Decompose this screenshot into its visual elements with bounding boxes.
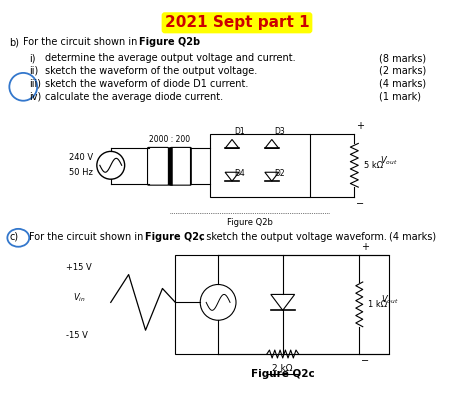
Text: ii): ii) (29, 66, 38, 76)
Text: iv): iv) (29, 92, 41, 102)
Polygon shape (265, 139, 279, 148)
Text: 50 Hz: 50 Hz (69, 168, 93, 177)
Text: $V_{out}$: $V_{out}$ (380, 154, 398, 166)
Text: determine the average output voltage and current.: determine the average output voltage and… (45, 53, 296, 63)
Text: 2 kΩ: 2 kΩ (273, 364, 293, 373)
Text: Figure Q2b: Figure Q2b (227, 218, 273, 227)
Text: 5 kΩ: 5 kΩ (364, 161, 383, 170)
Bar (210, 133, 310, 197)
Text: $V_{in}$: $V_{in}$ (73, 291, 86, 304)
Text: sketch the waveform of the output voltage.: sketch the waveform of the output voltag… (45, 66, 257, 76)
Text: For the circuit shown in: For the circuit shown in (29, 232, 147, 242)
Text: (4 marks): (4 marks) (379, 79, 426, 89)
Text: D3: D3 (274, 128, 284, 136)
Text: (8 marks): (8 marks) (379, 53, 426, 63)
Text: D4: D4 (234, 169, 245, 178)
Text: 2000 : 200: 2000 : 200 (149, 136, 190, 144)
Text: calculate the average diode current.: calculate the average diode current. (45, 92, 223, 102)
Polygon shape (265, 172, 279, 181)
Text: (1 mark): (1 mark) (379, 92, 421, 102)
Polygon shape (225, 139, 239, 148)
Polygon shape (225, 172, 239, 181)
FancyBboxPatch shape (170, 148, 191, 185)
Text: -15 V: -15 V (66, 331, 88, 340)
Text: For the circuit shown in: For the circuit shown in (23, 37, 141, 47)
Text: (4 marks): (4 marks) (389, 232, 436, 242)
Text: b): b) (9, 37, 19, 47)
Text: +: + (361, 242, 369, 252)
Text: +: + (356, 121, 365, 131)
Text: $V_{out}$: $V_{out}$ (381, 293, 399, 306)
Text: i): i) (29, 53, 36, 63)
Text: Figure Q2c: Figure Q2c (145, 232, 204, 242)
Text: D2: D2 (274, 169, 284, 178)
FancyBboxPatch shape (147, 148, 168, 185)
Text: 1 kΩ: 1 kΩ (368, 300, 387, 309)
Text: iii): iii) (29, 79, 41, 89)
Text: Figure Q2b: Figure Q2b (138, 37, 200, 47)
Bar (175, 255, 389, 354)
Text: −: − (361, 356, 369, 366)
Text: D1: D1 (234, 128, 245, 136)
Text: +15 V: +15 V (66, 263, 92, 271)
Text: 240 V: 240 V (69, 153, 93, 162)
Text: (2 marks): (2 marks) (379, 66, 427, 76)
Text: sketch the waveform of diode D1 current.: sketch the waveform of diode D1 current. (45, 79, 248, 89)
Text: −: − (356, 199, 365, 209)
Polygon shape (271, 294, 295, 310)
Text: c): c) (9, 232, 18, 242)
Text: Figure Q2c: Figure Q2c (251, 369, 315, 379)
Text: .: . (194, 37, 197, 47)
Text: 2021 Sept part 1: 2021 Sept part 1 (164, 15, 310, 30)
Text: , sketch the output voltage waveform.: , sketch the output voltage waveform. (200, 232, 387, 242)
